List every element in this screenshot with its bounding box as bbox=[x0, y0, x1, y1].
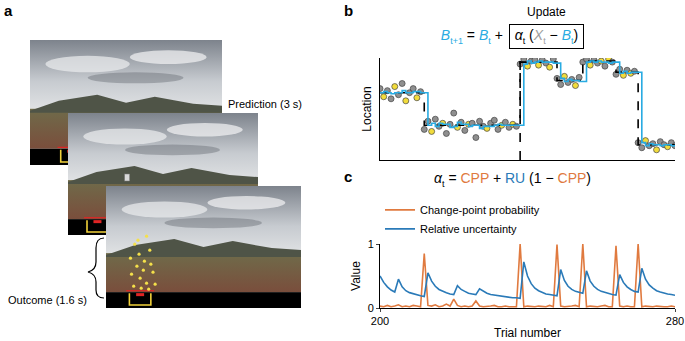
svg-text:Location: Location bbox=[360, 86, 374, 131]
svg-text:0: 0 bbox=[368, 302, 374, 314]
svg-text:Change-point probability: Change-point probability bbox=[420, 204, 540, 216]
svg-text:Outcome (1.6 s): Outcome (1.6 s) bbox=[8, 294, 87, 306]
svg-text:Relative uncertainty: Relative uncertainty bbox=[420, 223, 517, 235]
html-text:αt(Xt− Bt): αt(Xt− Bt) bbox=[514, 27, 579, 46]
html-text:αt= CPP + RU (1 − CPP): αt= CPP + RU (1 − CPP) bbox=[434, 170, 591, 189]
svg-text:Value: Value bbox=[349, 261, 363, 291]
svg-text:280: 280 bbox=[666, 315, 684, 327]
svg-text:a: a bbox=[4, 2, 13, 19]
html-text:Update: Update bbox=[527, 5, 566, 19]
html-text:b: b bbox=[344, 2, 354, 19]
svg-text:200: 200 bbox=[371, 315, 389, 327]
svg-text:Prediction (3 s): Prediction (3 s) bbox=[228, 98, 302, 110]
html-text:Bt+1= Bt+: Bt+1= Bt+ bbox=[440, 27, 507, 46]
svg-text:1: 1 bbox=[368, 238, 374, 250]
svg-text:Trial number: Trial number bbox=[494, 326, 561, 340]
html-text:c: c bbox=[344, 168, 353, 185]
